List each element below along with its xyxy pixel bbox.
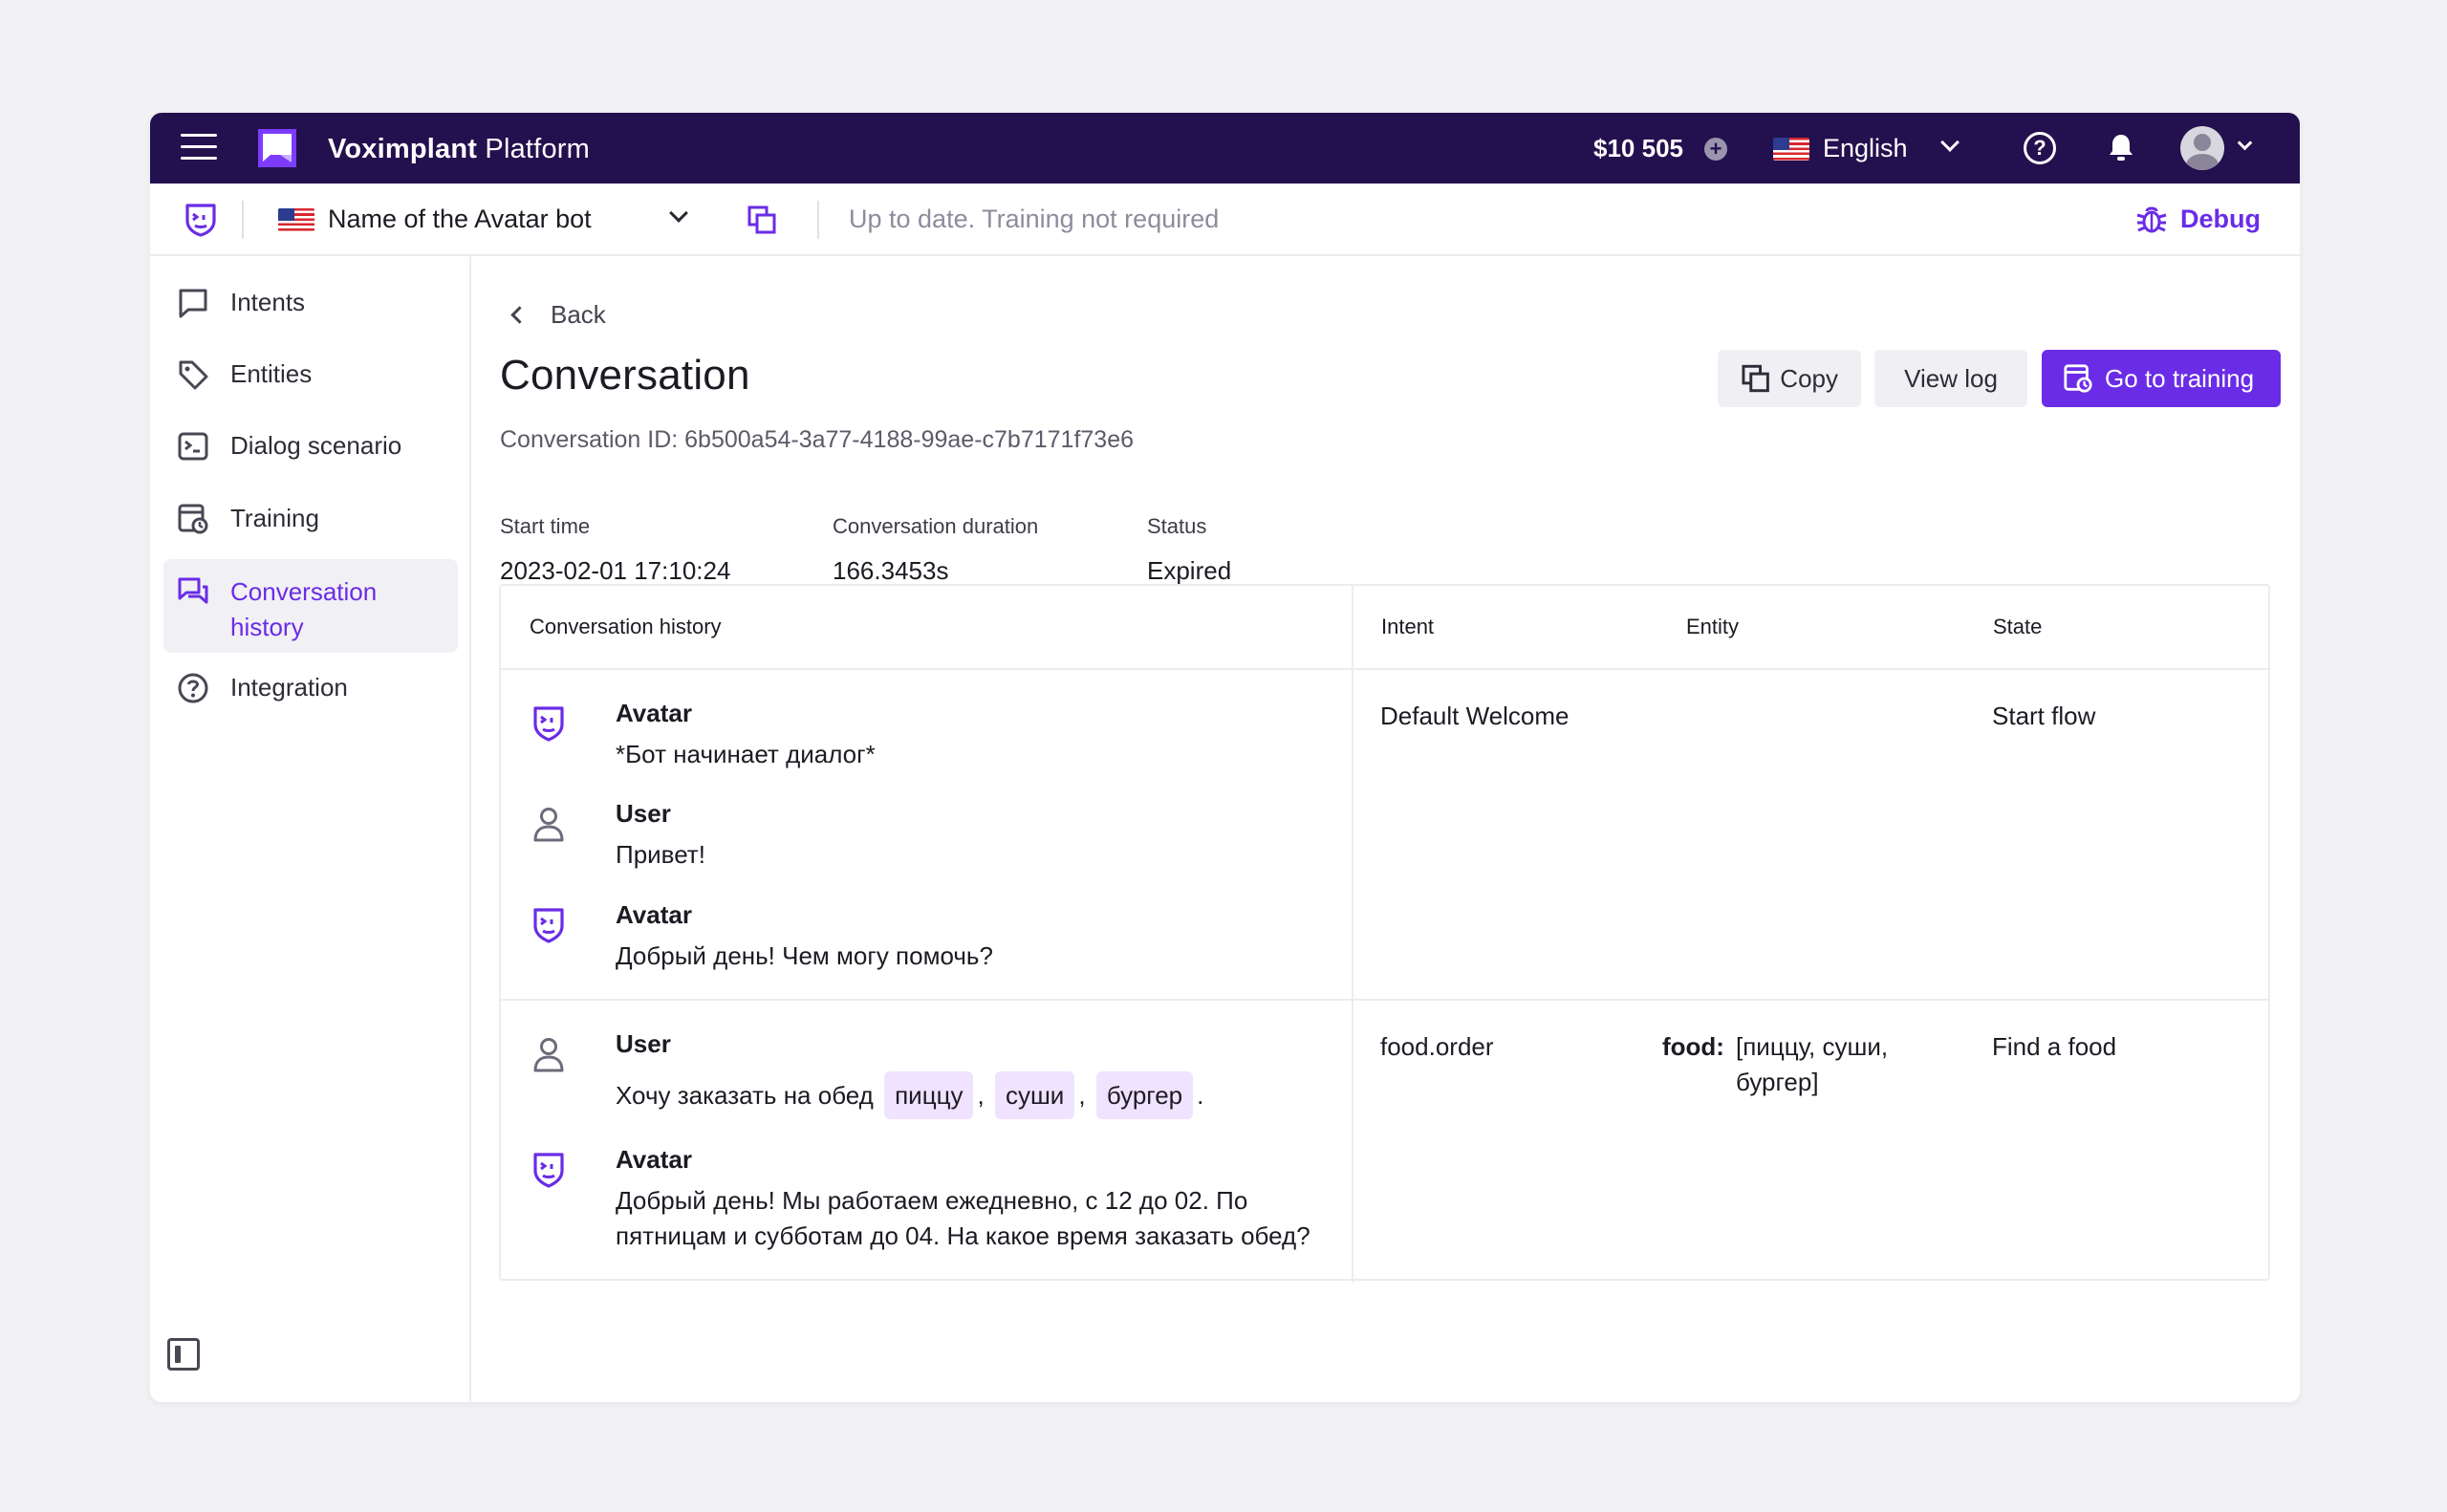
start-time-value: 2023-02-01 17:10:24 xyxy=(500,556,731,585)
sidebar-item-intents[interactable]: Intents xyxy=(163,270,458,334)
tag-icon xyxy=(179,360,208,390)
sidebar-item-training[interactable]: Training xyxy=(163,486,458,550)
go-to-training-button[interactable]: Go to training xyxy=(2042,350,2281,407)
column-header-state: State xyxy=(1993,615,2043,638)
brand-title: Voximplant Platform xyxy=(328,134,590,164)
sidebar-item-label: Integration xyxy=(230,673,348,702)
sidebar-item-label: Entities xyxy=(230,359,313,388)
intent-cell: food.order xyxy=(1380,1032,1494,1061)
start-time-label: Start time xyxy=(500,514,591,538)
bot-toolbar: Name of the Avatar bot Up to date. Train… xyxy=(150,184,2300,256)
sidebar-item-label: Conversation history xyxy=(230,577,378,641)
sidebar: Intents Entities Dialog scenario Trainin… xyxy=(150,256,471,1402)
duration-block: Conversation duration 166.3453s xyxy=(833,514,1038,586)
intent-cell: Default Welcome xyxy=(1380,702,1570,730)
user-icon xyxy=(533,1038,564,1072)
message-role: Avatar xyxy=(616,699,692,727)
row-divider xyxy=(501,999,2268,1001)
conversation-id: Conversation ID: 6b500a54-3a77-4188-99ae… xyxy=(500,426,1135,453)
state-cell: Find a food xyxy=(1992,1032,2117,1061)
add-funds-icon[interactable]: + xyxy=(1704,138,1727,161)
sidebar-item-label: Training xyxy=(230,504,319,532)
column-header-entity: Entity xyxy=(1686,615,1740,638)
copy-icon[interactable] xyxy=(747,205,777,235)
avatar-bot-icon[interactable] xyxy=(183,202,219,238)
duration-label: Conversation duration xyxy=(833,514,1039,538)
sidebar-item-label: Dialog scenario xyxy=(230,431,402,460)
entity-values: [пиццу, суши, бургер] xyxy=(1736,1032,1889,1096)
training-icon xyxy=(178,504,208,534)
help-icon[interactable]: ? xyxy=(2024,132,2056,164)
duration-value: 166.3453s xyxy=(833,556,949,585)
message-text: Привет! xyxy=(616,840,705,869)
chevron-left-icon xyxy=(510,306,529,324)
page-title: Conversation xyxy=(500,352,750,399)
message-role: User xyxy=(616,1029,671,1058)
chat-bubble-icon xyxy=(179,289,207,318)
copy-button[interactable]: Copy xyxy=(1718,350,1861,407)
top-bar: Voximplant Platform $10 505 + English ? xyxy=(150,113,2300,184)
column-header-intent: Intent xyxy=(1381,615,1435,638)
message-text: *Бот начинает диалог* xyxy=(616,740,876,768)
avatar-bot-icon xyxy=(533,706,564,742)
message-role: Avatar xyxy=(616,1145,692,1174)
view-log-button[interactable]: View log xyxy=(1874,350,2027,407)
app-window: Voximplant Platform $10 505 + English ? … xyxy=(150,113,2300,1402)
avatar-bot-icon xyxy=(533,1153,564,1188)
message-text: Хочу заказать на обед пиццу, суши, бурге… xyxy=(616,1071,1203,1119)
message-role: User xyxy=(616,799,671,828)
entity-chip[interactable]: суши xyxy=(994,1071,1075,1119)
sidebar-item-entities[interactable]: Entities xyxy=(163,341,458,405)
sidebar-item-label: Intents xyxy=(230,288,306,316)
collapse-sidebar-icon[interactable] xyxy=(167,1338,200,1371)
bell-icon[interactable] xyxy=(2104,130,2138,164)
bot-selector[interactable]: Name of the Avatar bot xyxy=(328,205,592,233)
voximplant-logo-icon xyxy=(258,129,296,167)
language-selector[interactable]: English xyxy=(1823,134,1908,162)
entity-chip[interactable]: пиццу xyxy=(884,1071,974,1119)
chevron-down-icon[interactable] xyxy=(1940,133,1960,152)
us-flag-icon xyxy=(1773,138,1809,161)
user-avatar[interactable] xyxy=(2180,126,2224,170)
header-divider xyxy=(501,668,2268,670)
terminal-icon xyxy=(178,432,208,461)
divider xyxy=(817,201,819,239)
message-text: Добрый день! Мы работаем ежедневно, с 12… xyxy=(616,1186,1310,1250)
conversation-table: Conversation history Intent Entity State… xyxy=(499,584,2270,1283)
training-icon xyxy=(2064,364,2092,393)
status-value: Expired xyxy=(1147,556,1232,585)
avatar-bot-icon xyxy=(533,908,564,943)
training-status: Up to date. Training not required xyxy=(849,205,1220,233)
entity-key: food: xyxy=(1662,1032,1724,1061)
sidebar-item-dialog-scenario[interactable]: Dialog scenario xyxy=(163,413,458,477)
divider xyxy=(242,201,244,239)
entity-chip[interactable]: бургер xyxy=(1095,1071,1194,1119)
column-header-history: Conversation history xyxy=(530,615,722,638)
sidebar-item-integration[interactable]: Integration xyxy=(163,655,458,719)
message-role: Avatar xyxy=(616,900,692,929)
entity-cell: food: xyxy=(1662,1029,1724,1065)
column-divider xyxy=(1352,586,1353,1283)
user-icon xyxy=(533,808,564,842)
conversations-icon xyxy=(178,577,208,604)
bug-icon xyxy=(2136,206,2167,233)
balance-amount: $10 505 xyxy=(1593,134,1683,162)
start-time-block: Start time 2023-02-01 17:10:24 xyxy=(500,514,730,586)
status-block: Status Expired xyxy=(1147,514,1231,586)
message-text: Добрый день! Чем могу помочь? xyxy=(616,941,993,970)
chevron-down-icon[interactable] xyxy=(669,204,688,223)
state-cell: Start flow xyxy=(1992,702,2096,730)
help-circle-icon xyxy=(178,673,208,703)
us-flag-icon xyxy=(278,208,314,231)
chevron-down-icon[interactable] xyxy=(2237,135,2253,151)
debug-button[interactable]: Debug xyxy=(2134,199,2261,239)
sidebar-item-conversation-history[interactable]: Conversation history xyxy=(163,559,458,653)
status-label: Status xyxy=(1147,514,1207,538)
copy-icon xyxy=(1742,364,1769,393)
back-link[interactable]: Back xyxy=(506,300,606,330)
main-content: Back Conversation Copy View log Go to tr… xyxy=(471,256,2300,1402)
menu-icon[interactable] xyxy=(181,134,217,162)
